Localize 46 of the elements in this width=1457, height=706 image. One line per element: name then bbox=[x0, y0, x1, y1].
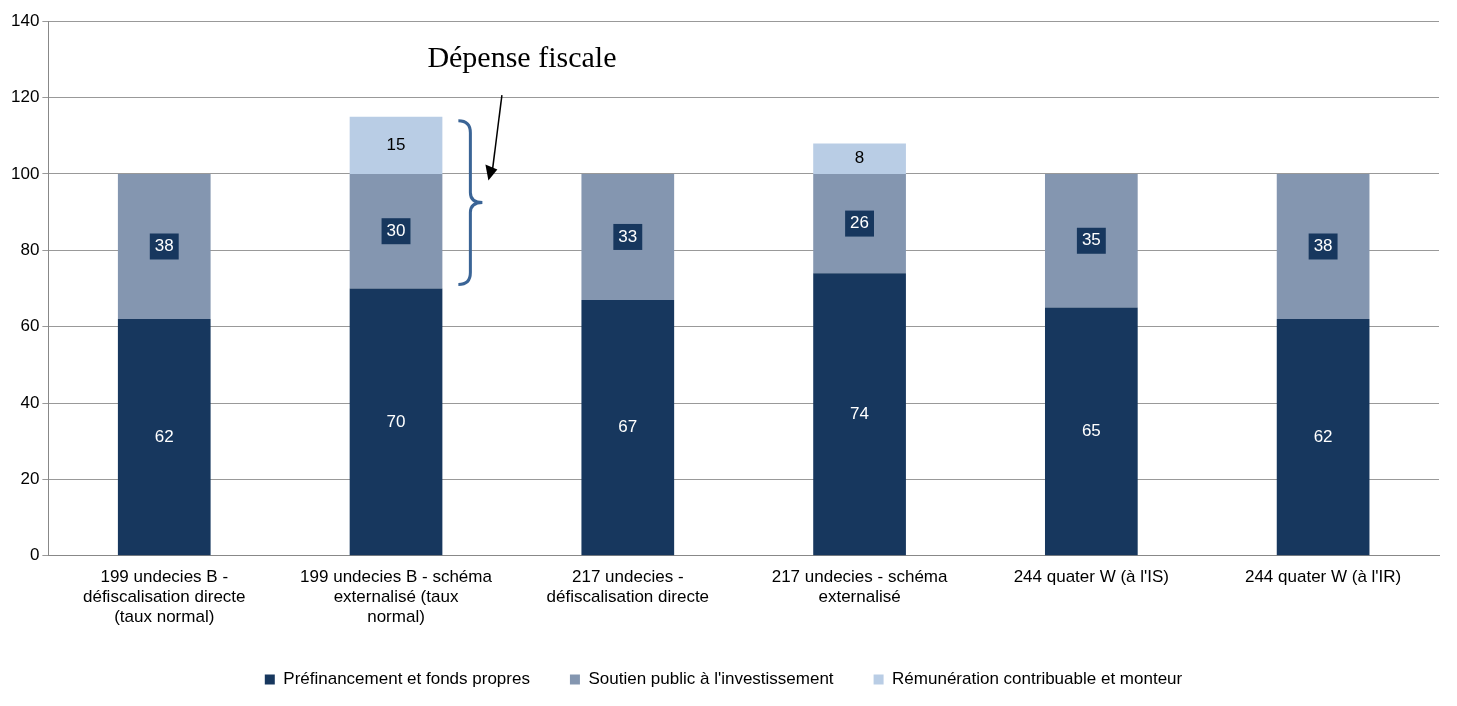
x-tick-label: 244 quater W (à l'IS) bbox=[1013, 566, 1170, 586]
bar bbox=[1044, 307, 1138, 556]
bar bbox=[581, 173, 675, 300]
legend-label: Rémunération contribuable et monteur bbox=[892, 669, 1183, 689]
y-tick-label: 100 bbox=[10, 163, 40, 183]
bar bbox=[117, 319, 211, 556]
data-label: 62 bbox=[154, 426, 174, 446]
bar bbox=[1276, 173, 1370, 320]
bar bbox=[813, 273, 906, 556]
data-label: 33 bbox=[618, 226, 638, 246]
bar bbox=[1044, 173, 1138, 308]
y-tick-label: 0 bbox=[29, 545, 40, 565]
y-tick-label: 140 bbox=[10, 10, 40, 30]
data-label: 74 bbox=[850, 403, 870, 423]
x-tick-label: 244 quater W (à l'IR) bbox=[1244, 566, 1402, 586]
bar bbox=[813, 143, 906, 174]
y-tick-label: 40 bbox=[20, 392, 40, 412]
data-label: 70 bbox=[386, 411, 406, 431]
data-label: 67 bbox=[618, 417, 638, 437]
bar bbox=[117, 173, 211, 320]
data-label: 38 bbox=[1313, 236, 1333, 256]
x-tick-label: 217 undecies - schéma externalisé bbox=[771, 566, 948, 607]
bar bbox=[1276, 319, 1370, 556]
data-label: 65 bbox=[1081, 421, 1101, 441]
x-tick-label: 199 undecies B - schéma externalisé (taux normal) bbox=[300, 566, 493, 627]
bar bbox=[349, 173, 443, 289]
x-tick-label: 199 undecies B - défiscalisation directe (taux normal) bbox=[82, 566, 246, 627]
x-tick-label: 217 undecies - défiscalisation directe bbox=[546, 566, 710, 607]
data-label: 15 bbox=[386, 134, 406, 154]
data-label: 62 bbox=[1313, 426, 1333, 446]
y-tick-label: 60 bbox=[20, 316, 40, 336]
bar bbox=[813, 173, 906, 274]
legend-label: Préfinancement et fonds propres bbox=[283, 669, 530, 689]
data-label: 26 bbox=[850, 213, 870, 233]
y-tick-label: 20 bbox=[20, 469, 40, 489]
bar bbox=[349, 288, 443, 556]
data-label: 38 bbox=[154, 236, 174, 256]
bar bbox=[349, 116, 443, 174]
y-tick-label: 120 bbox=[10, 87, 40, 107]
data-label: 30 bbox=[386, 220, 406, 240]
data-label: 35 bbox=[1081, 230, 1101, 250]
bar bbox=[581, 299, 675, 556]
y-tick-label: 80 bbox=[20, 240, 40, 259]
legend-label: Soutien public à l'investissement bbox=[588, 669, 834, 689]
annotation: Dépense fiscale bbox=[427, 40, 617, 74]
data-label: 8 bbox=[854, 148, 865, 168]
